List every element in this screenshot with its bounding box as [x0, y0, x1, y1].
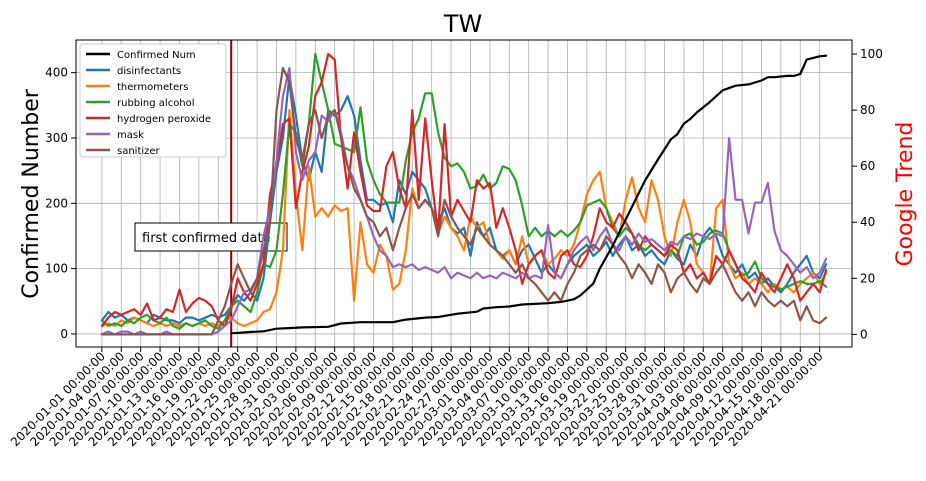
- series-line-confirmed-num: [230, 54, 828, 335]
- chart-title: TW: [443, 10, 482, 38]
- y2-tick-label: 20: [860, 271, 875, 285]
- legend: Confirmed Num disinfectants thermometers ru…: [79, 43, 227, 158]
- annotation-layer: first confirmed date: [134, 40, 288, 347]
- y2-tick-label: 100: [860, 47, 883, 61]
- legend-label: thermometers: [117, 82, 189, 93]
- y2-tick-label: 40: [860, 215, 875, 229]
- series-line-hydrogen-peroxide: [100, 52, 828, 328]
- legend-label: hydrogen peroxide: [117, 114, 211, 125]
- y-axis-label: Confirmed Number: [19, 88, 44, 299]
- plot-frame: [75, 39, 853, 348]
- legend-label: disinfectants: [117, 66, 181, 77]
- y2-tick-label: 60: [860, 159, 875, 173]
- annotation-text: first confirmed date: [142, 231, 271, 246]
- legend-label: mask: [117, 130, 144, 141]
- y-tick-label: 100: [45, 262, 68, 276]
- series-line-disinfectants: [100, 75, 828, 325]
- y2-tick-label: 80: [860, 103, 875, 117]
- legend-box: [79, 43, 227, 158]
- y2-axis-label: Google Trend: [893, 122, 918, 267]
- series-layer: [100, 52, 828, 336]
- legend-label: rubbing alcohol: [117, 98, 195, 109]
- y2-tick-label: 0: [860, 327, 868, 341]
- y-tick-label: 0: [60, 327, 68, 341]
- legend-label: sanitizer: [117, 146, 161, 157]
- series-line-mask: [100, 66, 828, 336]
- series-line-sanitizer: [100, 66, 828, 336]
- legend-label: Confirmed Num: [117, 50, 196, 61]
- y-tick-label: 300: [45, 131, 68, 145]
- y-tick-label: 200: [45, 196, 68, 210]
- y-tick-label: 400: [45, 66, 68, 80]
